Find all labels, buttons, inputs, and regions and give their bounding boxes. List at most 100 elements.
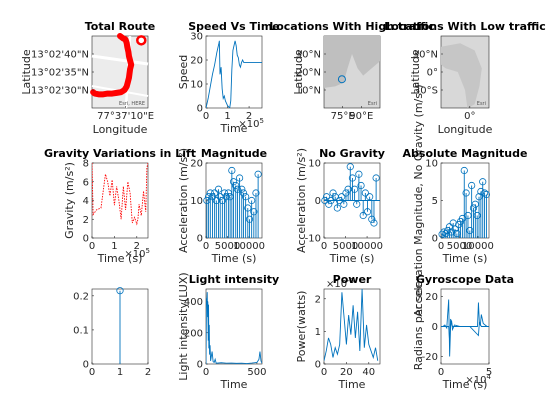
route-end-marker bbox=[136, 35, 147, 46]
y-tick-label: 0 bbox=[197, 234, 203, 245]
chart-title: Total Route bbox=[85, 20, 155, 33]
stem-marker bbox=[208, 193, 217, 201]
chart-title: Magnitude bbox=[201, 147, 267, 160]
stem-marker bbox=[252, 189, 260, 197]
chart-10: 0 500 0 200 400 Time Light intensity(LUX)Light… bbox=[177, 272, 279, 391]
x-tick-label: 0 bbox=[438, 241, 444, 252]
y-tick-label: 10 bbox=[190, 80, 203, 91]
y-tick-label: 10 bbox=[425, 159, 438, 170]
stem-marker bbox=[229, 178, 238, 186]
x-axis-label: Time bbox=[220, 122, 248, 135]
x-tick-label: 0 bbox=[438, 367, 444, 378]
stem-marker bbox=[242, 193, 250, 201]
x-exponent-power: 5 bbox=[260, 117, 264, 125]
stem-marker bbox=[353, 200, 361, 208]
x-tick-label: 500 bbox=[247, 367, 266, 378]
x-exponent: ×105 bbox=[238, 117, 264, 130]
y-tick-label: -20 bbox=[422, 352, 438, 363]
x-axis-label: Time bbox=[338, 378, 366, 391]
x-tick-label: 0 bbox=[321, 241, 327, 252]
stem-marker bbox=[444, 226, 452, 235]
stem-marker bbox=[453, 229, 461, 238]
stem-marker bbox=[466, 226, 474, 235]
plot-area bbox=[206, 40, 262, 108]
x-tick-label: 2 bbox=[246, 111, 252, 122]
stem-marker bbox=[204, 193, 213, 201]
x-tick-label: 0 bbox=[203, 111, 209, 122]
y-axis-label: Latitude bbox=[409, 49, 422, 95]
x-tick-label: 5000 bbox=[215, 241, 240, 252]
chart-title: Locations With High traffic bbox=[269, 20, 435, 33]
stem-marker bbox=[218, 196, 226, 205]
x-exponent: ×105 bbox=[124, 247, 150, 260]
plot-area bbox=[441, 299, 489, 357]
stem-marker bbox=[372, 174, 380, 182]
x-tick-label: 5000 bbox=[333, 241, 358, 252]
chart-9: 0 1 2 0 0.1 0.2 bbox=[73, 287, 151, 378]
y-tick-label: 0 bbox=[197, 104, 203, 115]
y-tick-label: 200 bbox=[184, 328, 203, 339]
stem-marker bbox=[368, 215, 376, 223]
stem-marker bbox=[346, 163, 354, 171]
stem-marker bbox=[214, 185, 223, 193]
chart-title: Gravity Variations in Lift bbox=[44, 147, 196, 160]
stem-marker bbox=[477, 187, 485, 196]
y-axis-label: Acceleration (m/s²) bbox=[177, 148, 190, 253]
y-tick-label: 30°S bbox=[414, 86, 438, 97]
stem-marker bbox=[462, 189, 470, 197]
stem-marker bbox=[479, 178, 487, 186]
y-tick-label: 400 bbox=[184, 297, 203, 308]
stem-marker bbox=[361, 189, 369, 197]
stem-marker bbox=[350, 185, 359, 193]
map-land bbox=[441, 43, 482, 109]
plot-area bbox=[92, 163, 148, 226]
stem-marker bbox=[224, 189, 232, 197]
plot-area bbox=[206, 170, 259, 238]
series-line-lux bbox=[206, 292, 262, 364]
x-tick-label: 20 bbox=[340, 367, 353, 378]
y-tick-label: 0.2 bbox=[73, 291, 89, 302]
chart-title: Light intensity bbox=[189, 273, 279, 286]
stem-marker bbox=[359, 211, 367, 220]
y-tick-label: 10 bbox=[308, 159, 321, 170]
y-axis-label: Latitude bbox=[20, 49, 33, 95]
y-tick-label: 30 bbox=[190, 32, 203, 43]
y-tick-label: 0 bbox=[197, 360, 203, 371]
stem-marker bbox=[440, 228, 448, 236]
y-tick-label: 30°N bbox=[413, 50, 438, 61]
series-line-power bbox=[324, 289, 379, 361]
y-tick-label: 0 bbox=[315, 360, 321, 371]
y-tick-label: 0° bbox=[427, 68, 438, 79]
x-exponent-power: 5 bbox=[146, 247, 150, 255]
y-tick-label: 2 bbox=[83, 215, 89, 226]
axes-box bbox=[205, 288, 263, 365]
route-path bbox=[90, 33, 135, 98]
stem-marker bbox=[464, 211, 472, 220]
axes-box bbox=[205, 35, 263, 109]
stem-marker bbox=[232, 181, 240, 190]
x-axis-label: Longitude bbox=[438, 123, 493, 136]
stem-marker bbox=[244, 204, 252, 212]
stem-marker bbox=[206, 189, 214, 197]
y-axis-label: Radians per sec bbox=[412, 283, 425, 370]
y-tick-label: 4 bbox=[83, 196, 89, 207]
y-axis-label: Light intensity(LUX) bbox=[177, 272, 190, 380]
stem-marker bbox=[233, 185, 242, 193]
chart-title: Absolute Magnitude bbox=[403, 147, 528, 160]
x-axis-label: Time bbox=[220, 378, 248, 391]
y-tick-label: 2 bbox=[315, 294, 321, 305]
stem-marker bbox=[473, 211, 481, 220]
x-tick-label: 5 bbox=[486, 367, 492, 378]
chart-title: Gyroscope Data bbox=[416, 273, 514, 286]
y-axis-label: Speed bbox=[177, 55, 190, 89]
map-land bbox=[324, 36, 380, 88]
stem-marker bbox=[468, 181, 476, 190]
chart-5: 0 1 2 0 2 4 6 8 Time (s) Gravity (m/s²) ×105 Gravit… bbox=[44, 147, 196, 265]
stem-marker bbox=[458, 214, 467, 223]
x-tick-label: 40 bbox=[362, 367, 375, 378]
x-tick-label: 0 bbox=[203, 367, 209, 378]
stem-marker bbox=[238, 185, 246, 193]
stem-marker bbox=[438, 230, 446, 238]
